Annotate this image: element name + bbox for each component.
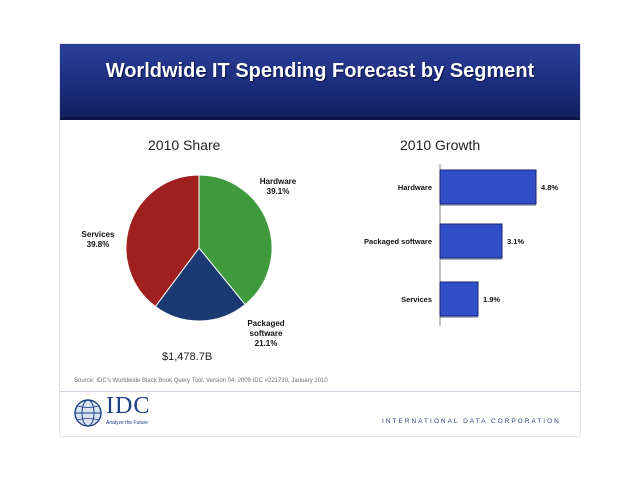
corporation-name: INTERNATIONAL DATA CORPORATION [382, 418, 561, 425]
bar-category-label: Services [401, 295, 432, 304]
pie-slice-packaged-software [154, 247, 246, 322]
pie-label-hardware: Hardware 39.1% [260, 177, 297, 196]
bar-chart-title: 2010 Growth [400, 137, 481, 153]
share-pie-chart: Hardware 39.1% Packaged software 21.1% Servic… [82, 174, 297, 363]
pie-slice-services [125, 174, 200, 308]
pie-total-label: $1,478.7B [162, 351, 212, 363]
bar-value-label: 4.8% [541, 183, 558, 192]
slide: Worldwide IT Spending Forecast by Segmen… [60, 44, 580, 436]
bar-category-label: Hardware [398, 183, 432, 192]
bar-value-label: 1.9% [483, 295, 500, 304]
idc-tagline: Analyze the Future [106, 420, 148, 426]
pie-label-services: Services 39.8% [82, 230, 115, 249]
charts-canvas: Hardware 39.1% Packaged software 21.1% Servic… [82, 164, 558, 363]
bar-hardware [439, 169, 537, 205]
source-note: Source: IDC's Worldwide Black Book Query… [74, 378, 328, 384]
bar-packaged-software [439, 223, 503, 259]
bar-category-label: Packaged software [364, 237, 432, 246]
title-banner: Worldwide IT Spending Forecast by Segmen… [60, 44, 580, 120]
bar-value-label: 3.1% [507, 237, 524, 246]
pie-chart-title: 2010 Share [148, 137, 221, 153]
footer-divider [60, 391, 580, 392]
bar-services [439, 281, 479, 317]
pie-slice-hardware [198, 174, 273, 306]
growth-bar-chart: Hardware 4.8% Packaged software 3.1% Service… [364, 164, 558, 326]
slide-title: Worldwide IT Spending Forecast by Segmen… [105, 60, 535, 82]
pie-label-packaged-software: Packaged software 21.1% [247, 319, 284, 348]
idc-brand: IDC [106, 393, 151, 419]
idc-globe-logo [74, 399, 102, 427]
